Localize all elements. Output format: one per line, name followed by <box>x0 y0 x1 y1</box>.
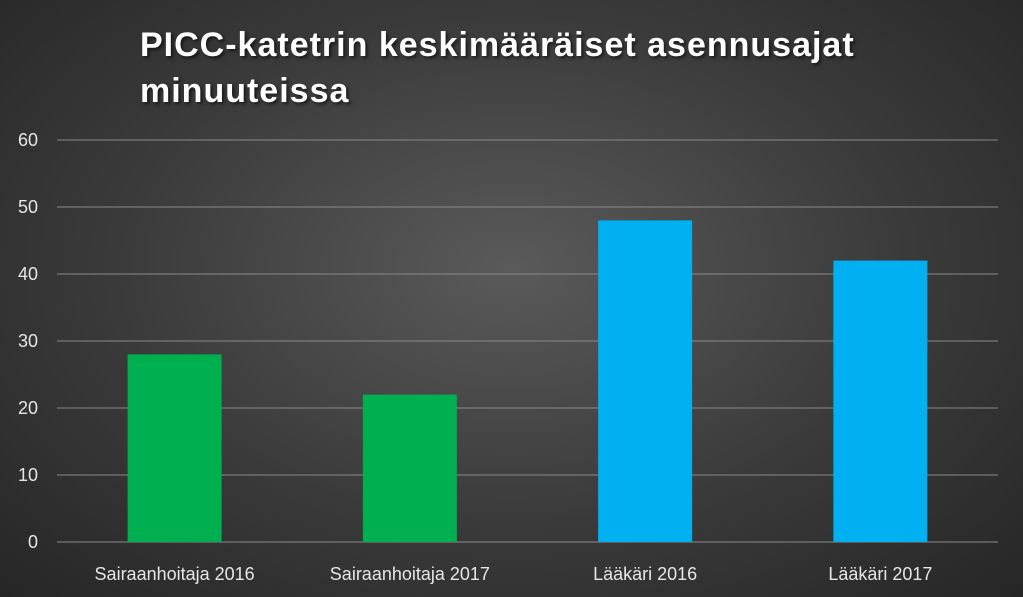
y-tick-label: 0 <box>28 532 38 552</box>
y-tick-label: 30 <box>18 331 38 351</box>
y-tick-label: 40 <box>18 264 38 284</box>
bar <box>598 220 693 542</box>
y-tick-label: 20 <box>18 398 38 418</box>
y-axis-ticks: 0 10 20 30 40 50 60 <box>18 130 38 552</box>
chart-title: PICC-katetrin keskimääräiset asennusajat… <box>140 26 855 110</box>
x-category-label: Sairaanhoitaja 2017 <box>330 564 490 584</box>
bars <box>127 220 928 542</box>
bar <box>127 354 222 542</box>
y-tick-label: 10 <box>18 465 38 485</box>
bar <box>362 394 457 542</box>
x-category-label: Sairaanhoitaja 2016 <box>95 564 255 584</box>
y-tick-label: 50 <box>18 197 38 217</box>
bar <box>833 260 928 542</box>
y-tick-label: 60 <box>18 130 38 150</box>
x-category-label: Lääkäri 2016 <box>593 564 697 584</box>
x-category-label: Lääkäri 2017 <box>828 564 932 584</box>
x-axis-labels: Sairaanhoitaja 2016 Sairaanhoitaja 2017 Lä… <box>95 564 933 584</box>
